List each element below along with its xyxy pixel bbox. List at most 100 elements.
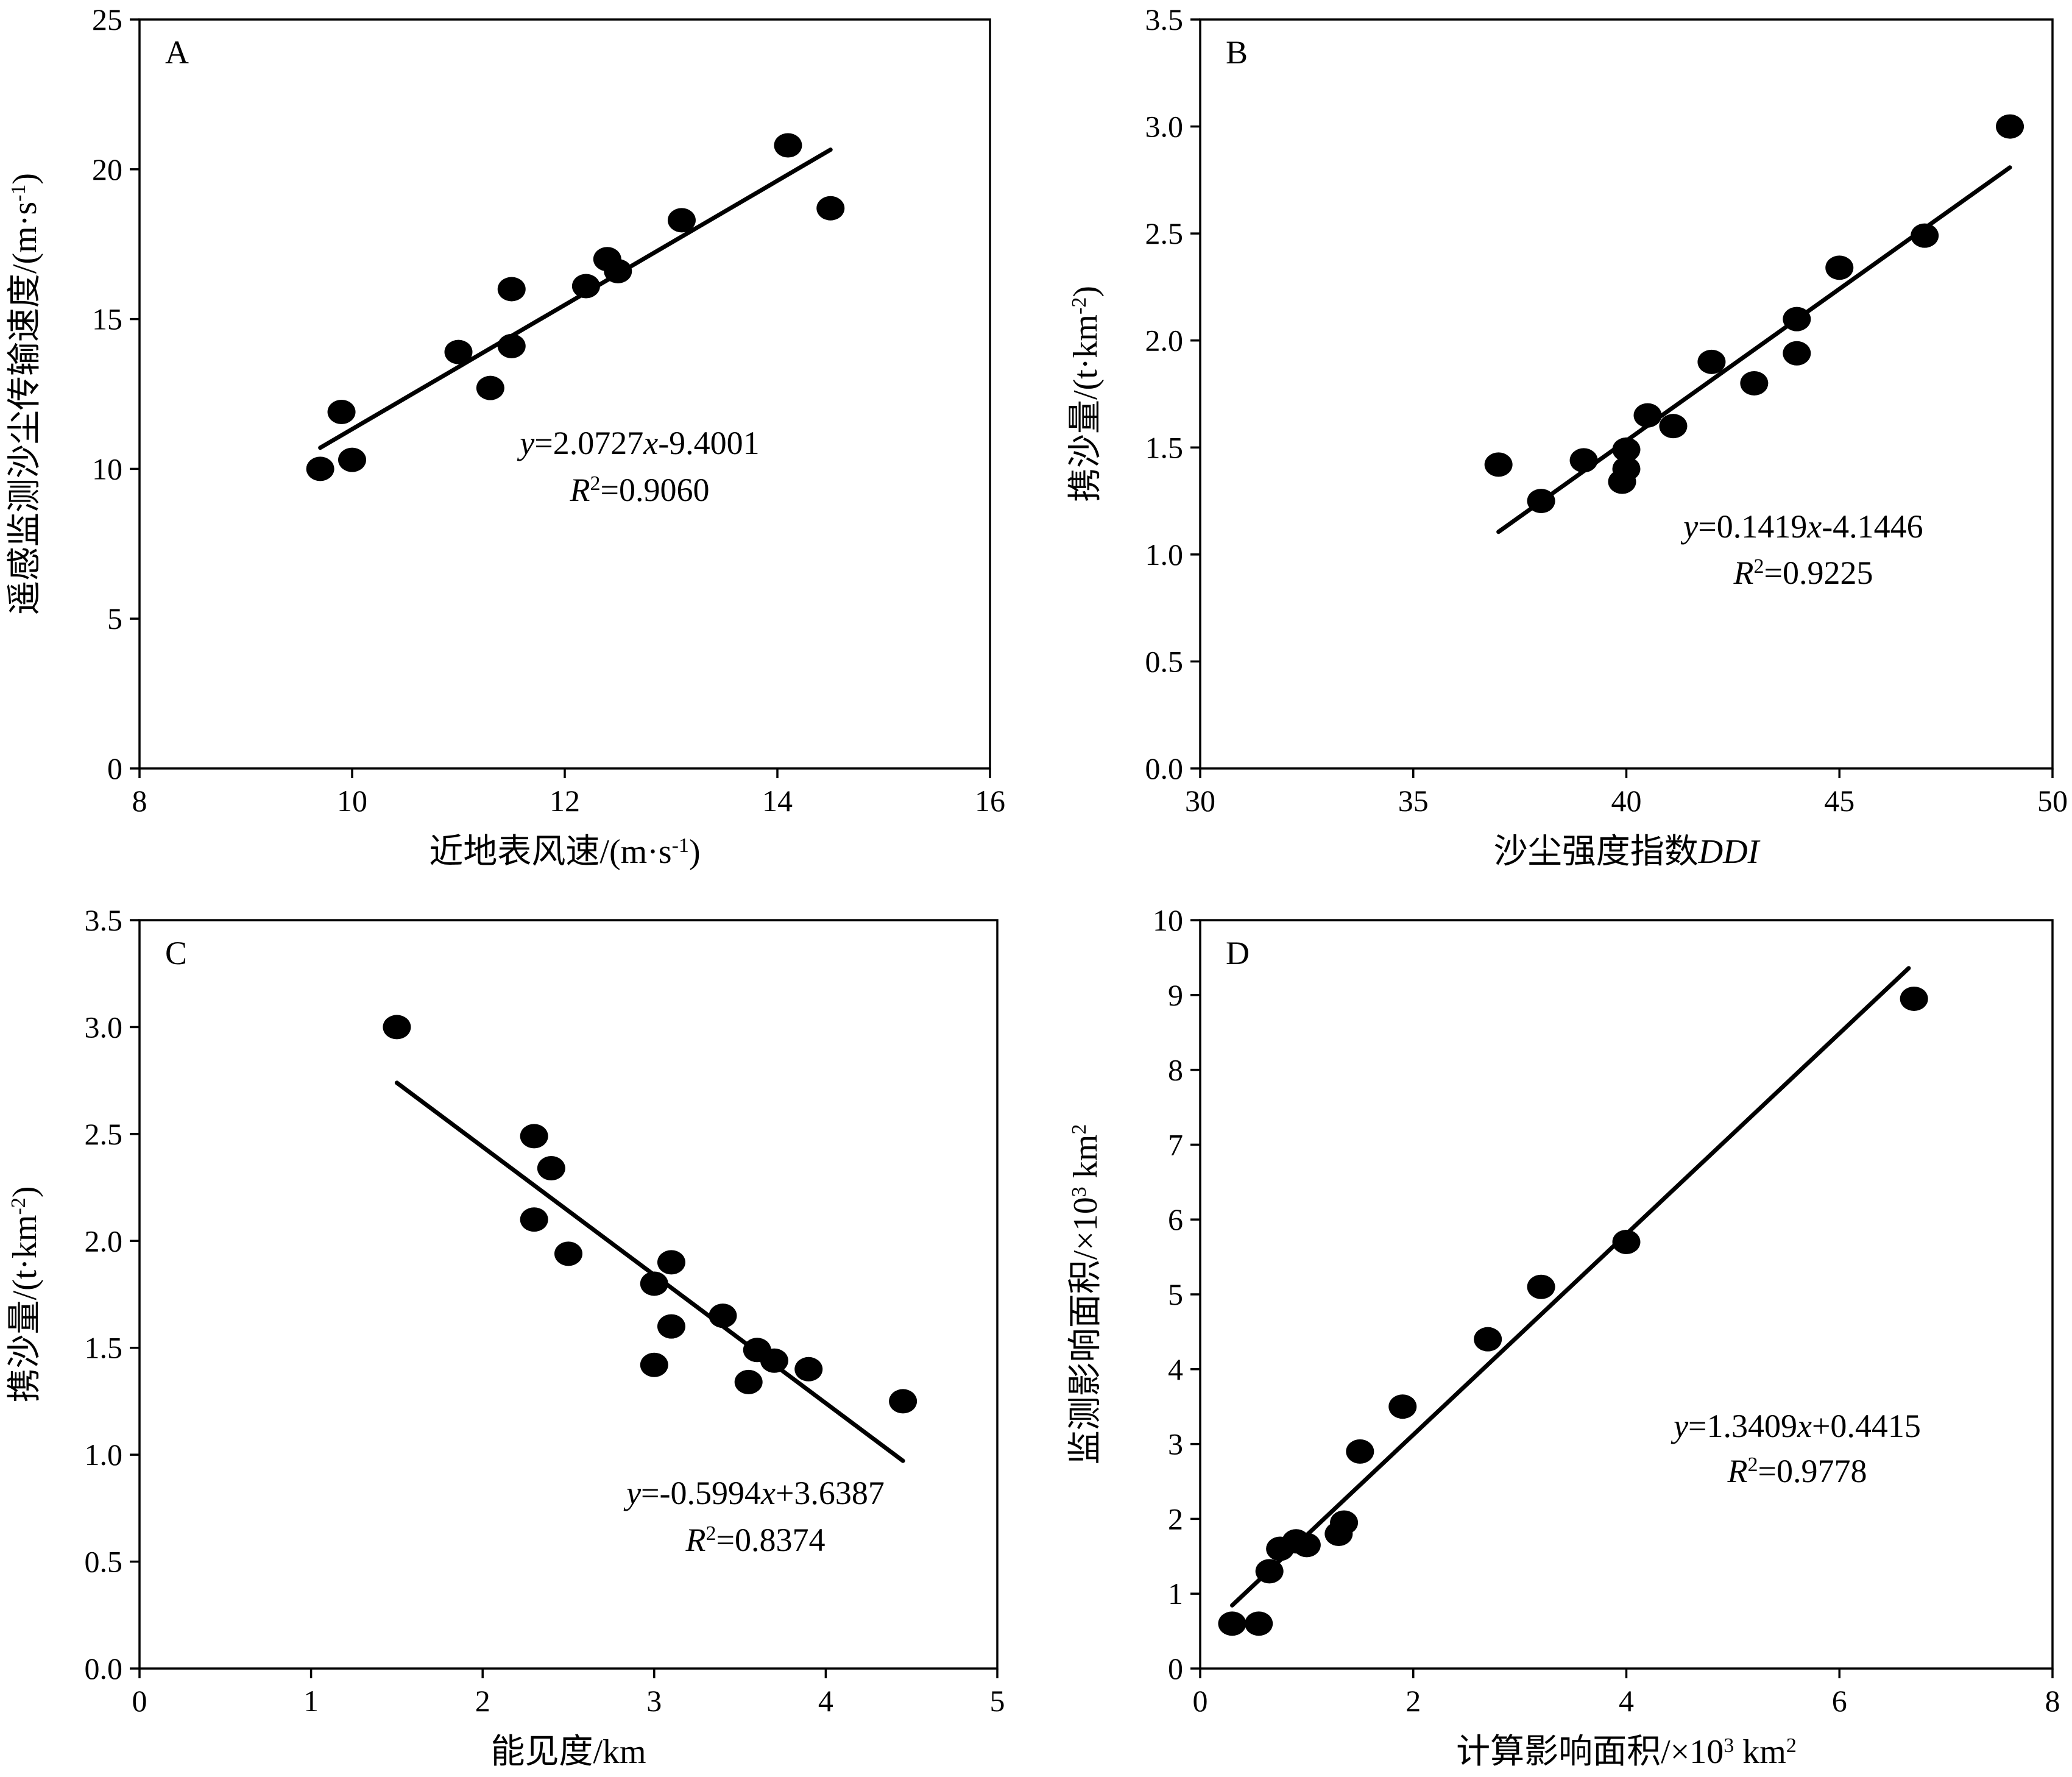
regression-line <box>318 147 833 450</box>
x-tick-label: 6 <box>1832 1684 1847 1718</box>
x-axis-title: 近地表风速/(m·s-1) <box>429 833 700 871</box>
y-tick-label: 2.5 <box>85 1117 123 1151</box>
data-point <box>338 447 366 472</box>
data-point <box>734 1369 763 1394</box>
data-point <box>640 1352 668 1377</box>
data-point <box>657 1314 685 1339</box>
y-tick-label: 8 <box>1168 1053 1183 1087</box>
y-tick-label: 1.0 <box>1145 537 1184 572</box>
regression-equation: y=-0.5994x+3.6387 <box>623 1475 885 1511</box>
data-point <box>1474 1327 1502 1352</box>
data-point <box>774 133 802 158</box>
regression-equation: y=1.3409x+0.4415 <box>1671 1408 1921 1444</box>
x-tick-label: 12 <box>550 784 580 818</box>
y-tick-label: 1 <box>1168 1577 1183 1611</box>
regression-equation: y=2.0727x-9.4001 <box>517 425 759 461</box>
x-tick-label: 0 <box>1193 1684 1208 1718</box>
y-tick-label: 0.0 <box>85 1651 123 1686</box>
data-point <box>1900 986 1928 1011</box>
data-point <box>537 1155 565 1180</box>
y-tick-label: 0.5 <box>1145 644 1184 678</box>
data-point <box>383 1015 411 1040</box>
y-axis-title: 携沙量/(t·km-2) <box>6 1186 44 1403</box>
y-tick-label: 9 <box>1168 978 1183 1012</box>
data-point <box>497 333 526 358</box>
x-tick-label: 4 <box>1619 1684 1634 1718</box>
data-point <box>571 274 600 299</box>
plot-frame <box>138 18 991 770</box>
data-point <box>497 277 526 302</box>
x-tick-label: 1 <box>303 1684 319 1718</box>
y-tick-label: 6 <box>1168 1202 1183 1236</box>
x-tick-label: 50 <box>2037 784 2068 818</box>
x-tick-label: 16 <box>975 784 1005 818</box>
x-tick-label: 8 <box>132 784 147 818</box>
data-point <box>709 1303 737 1328</box>
data-point <box>667 208 696 233</box>
panel-B: 30 35 40 45 50 0.0 0.5 1.0 1.5 2.0 2.5 3.0 3.5 By=0.1… <box>1067 2 2068 871</box>
data-point <box>604 258 632 283</box>
data-point <box>476 375 504 400</box>
y-axis-title: 遥感监测沙尘传输速度/(m·s-1) <box>6 173 44 615</box>
data-point <box>520 1207 548 1232</box>
panel-letter: B <box>1226 34 1248 71</box>
y-tick-label: 2.5 <box>1145 216 1184 250</box>
data-point <box>1783 341 1811 366</box>
y-tick-label: 2.0 <box>1145 324 1184 358</box>
r-squared: R2=0.9060 <box>570 472 710 508</box>
x-tick-label: 35 <box>1398 784 1429 818</box>
data-point <box>1612 437 1641 462</box>
data-point <box>1330 1510 1359 1535</box>
data-point <box>1740 371 1769 395</box>
data-point <box>657 1250 685 1275</box>
y-tick-label: 0.5 <box>85 1545 123 1579</box>
x-tick-label: 3 <box>646 1684 662 1718</box>
data-point <box>794 1357 823 1382</box>
data-point <box>1346 1439 1374 1464</box>
y-tick-label: 10 <box>1153 903 1183 937</box>
data-point <box>1569 448 1598 473</box>
r-squared: R2=0.9778 <box>1727 1453 1867 1489</box>
plot-frame <box>138 919 999 1670</box>
x-tick-label: 14 <box>762 784 793 818</box>
r-squared: R2=0.8374 <box>685 1522 826 1558</box>
x-tick-label: 0 <box>132 1684 147 1718</box>
panel-C: 0 1 2 3 4 5 0.0 0.5 1.0 1.5 2.0 2.5 3.0 3.5 Cy=-0.5994… <box>6 903 1005 1771</box>
r-squared: R2=0.9225 <box>1733 555 1873 591</box>
data-point <box>816 196 845 221</box>
x-tick-label: 2 <box>1405 1684 1421 1718</box>
panel-A: 8 10 12 14 16 0 5 10 15 20 25 Ay=2.0727x-9.4001 R2=0… <box>6 2 1005 871</box>
y-tick-label: 1.5 <box>85 1331 123 1365</box>
x-axis-title: 计算影响面积/×103 km2 <box>1456 1733 1797 1771</box>
x-tick-label: 45 <box>1824 784 1855 818</box>
x-tick-label: 4 <box>818 1684 833 1718</box>
data-point <box>1245 1611 1273 1636</box>
y-tick-label: 2 <box>1168 1502 1183 1536</box>
y-tick-label: 25 <box>92 2 122 37</box>
y-tick-label: 3 <box>1168 1427 1183 1461</box>
y-axis-title: 监测影响面积/×103 km2 <box>1067 1124 1105 1465</box>
x-tick-label: 30 <box>1185 784 1215 818</box>
regression-equation: y=0.1419x-4.1446 <box>1680 508 1923 545</box>
data-point <box>1996 114 2024 139</box>
data-point <box>1612 456 1641 481</box>
x-tick-label: 8 <box>2045 1684 2060 1718</box>
y-tick-label: 0.0 <box>1145 751 1184 786</box>
data-point <box>1484 452 1513 477</box>
data-point <box>1292 1533 1321 1558</box>
data-point <box>1612 1230 1641 1255</box>
y-tick-label: 7 <box>1168 1127 1183 1162</box>
plot-frame <box>1199 18 2054 770</box>
data-point <box>889 1389 918 1414</box>
data-point <box>1697 349 1726 374</box>
x-axis-title: 沙尘强度指数DDI <box>1494 833 1761 871</box>
y-tick-label: 3.5 <box>1145 2 1184 37</box>
data-point <box>306 456 334 481</box>
data-point <box>520 1124 548 1149</box>
data-point <box>1633 403 1662 428</box>
data-point <box>640 1271 668 1296</box>
data-point <box>1527 1274 1555 1299</box>
regression-line <box>1229 966 1911 1608</box>
plot-frame <box>1199 919 2054 1670</box>
panel-letter: C <box>165 935 187 971</box>
